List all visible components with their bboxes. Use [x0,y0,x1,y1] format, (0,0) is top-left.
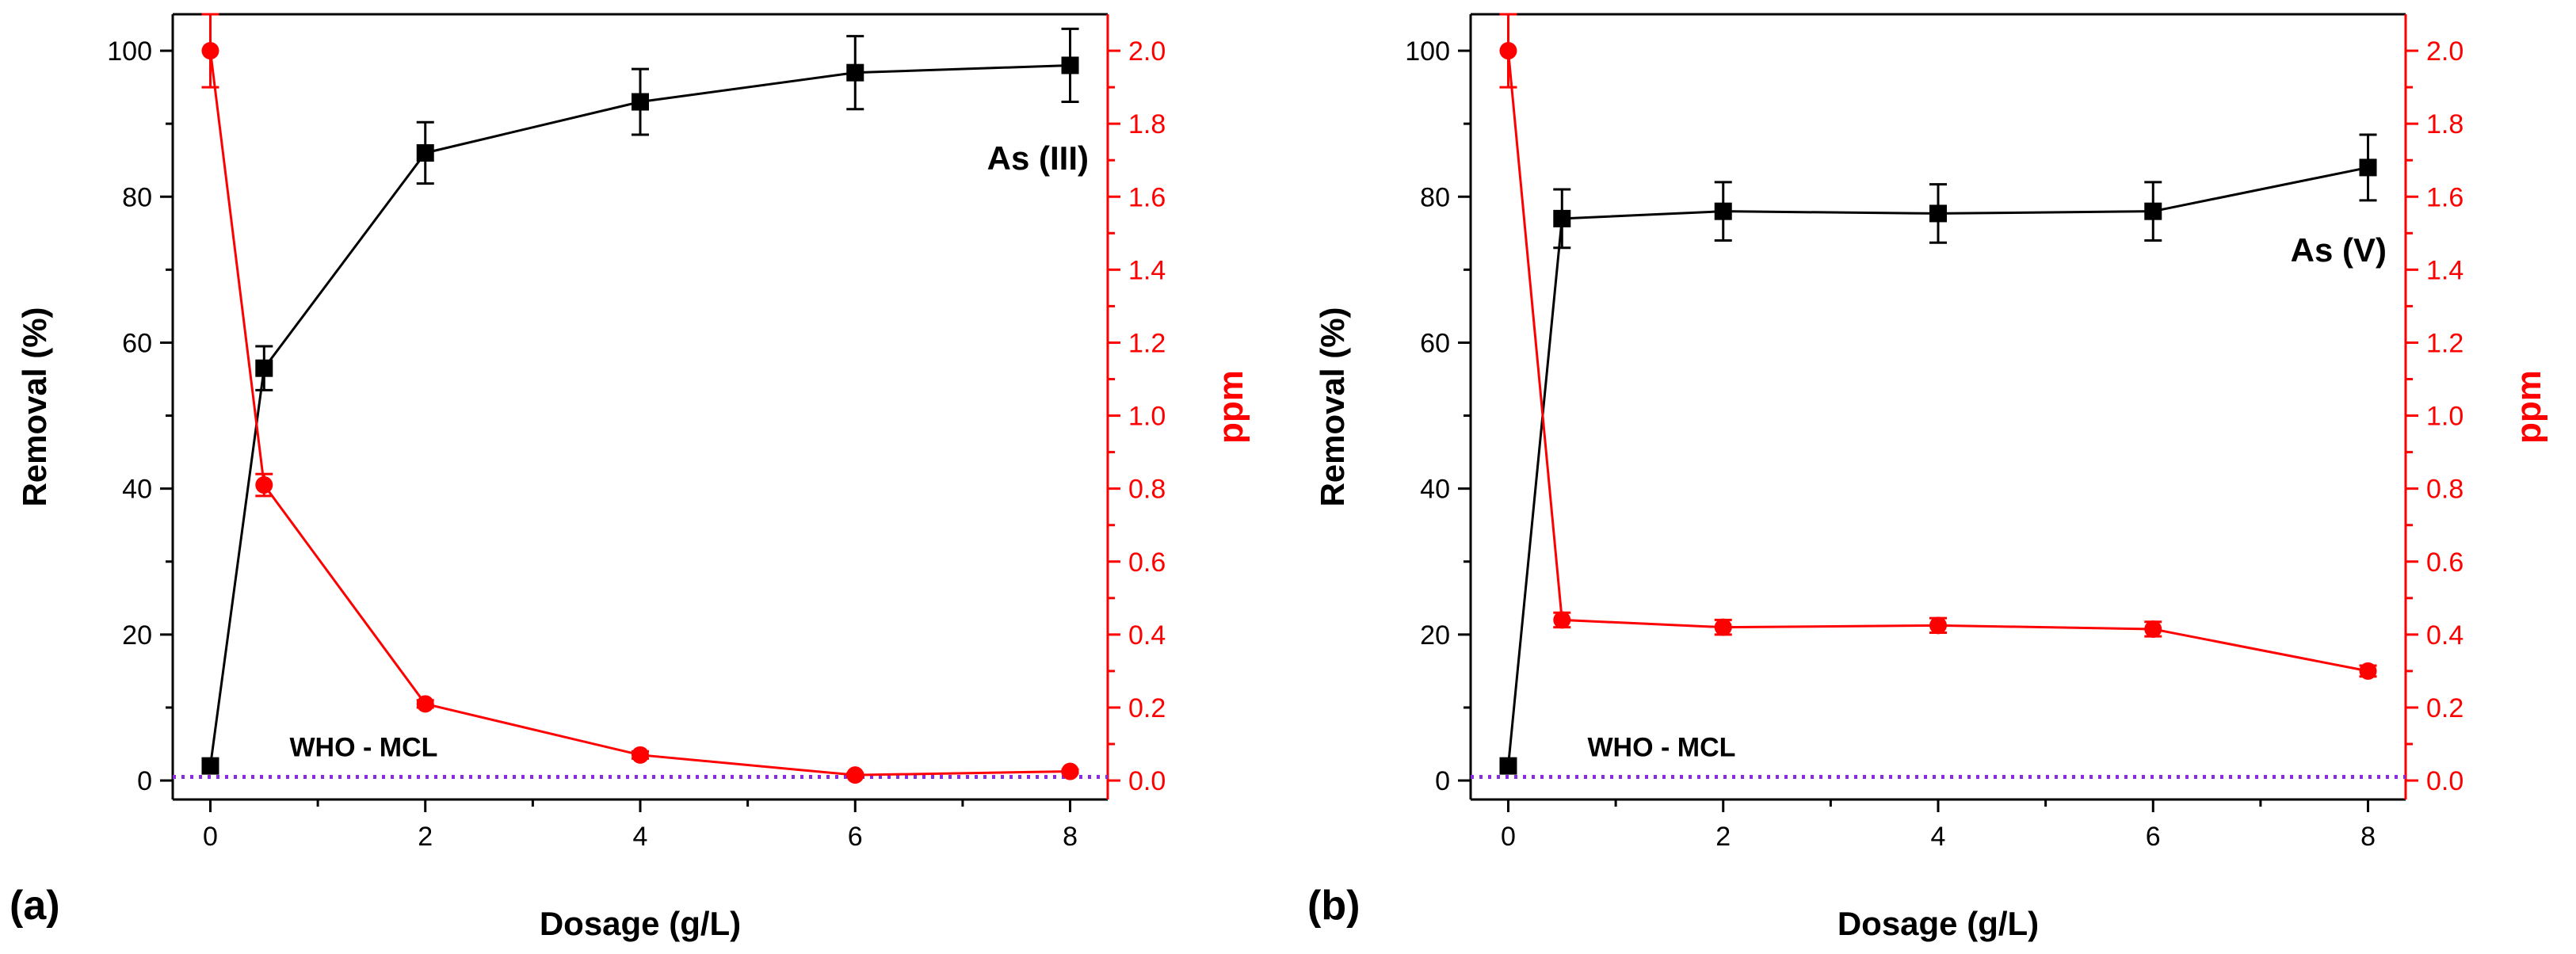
y-right-tick-label: 1.8 [2426,109,2463,139]
y-right-tick-label: 0.0 [2426,766,2463,796]
y-right-tick-label: 1.4 [1128,255,1166,285]
y-left-tick-label: 100 [1405,36,1450,67]
data-point [2144,202,2162,220]
y-left-tick-label: 60 [1420,328,1450,358]
y-right-tick-label: 1.2 [1128,328,1166,358]
y-right-tick-label: 0.4 [2426,620,2463,651]
data-point [1929,616,1947,635]
data-point [1061,56,1079,74]
y-left-tick-label: 100 [107,36,152,67]
x-tick-label: 0 [1501,822,1516,852]
ppm-series [201,13,1079,784]
y-right-tick-label: 1.8 [1128,109,1166,139]
panel-label: (b) [1307,883,1360,929]
x-tick-label: 4 [1931,822,1946,852]
x-tick-label: 0 [203,822,218,852]
y-left-tick-label: 80 [1420,182,1450,212]
y-right-tick-label: 0.0 [1128,766,1166,796]
y-right-tick-label: 1.0 [1128,402,1166,432]
species-annotation: As (III) [987,139,1089,177]
data-point [1061,762,1079,780]
series-line [208,50,1070,777]
x-tick-label: 6 [848,822,863,852]
x-tick-label: 4 [633,822,648,852]
x-tick-label: 8 [2360,822,2376,852]
y-left-tick-label: 80 [122,182,152,212]
y-right-tick-label: 2.0 [2426,36,2463,67]
y-right-tick-label: 2.0 [1128,36,1166,67]
data-point [1714,202,1732,220]
y-left-tick-label: 0 [1435,766,1450,796]
ppm-series [1499,13,2377,680]
y-right-tick-label: 0.8 [1128,475,1166,505]
y-left-axis-title: Removal (%) [1314,307,1351,506]
x-axis-title: Dosage (g/L) [540,905,741,942]
data-point [1929,204,1947,223]
y-right-tick-label: 1.6 [2426,182,2463,212]
y-right-axis-title: ppm [2509,370,2548,444]
y-left-tick-label: 40 [122,475,152,505]
data-point [255,359,273,377]
series-line [1506,50,2368,673]
y-right-tick-label: 1.0 [2426,402,2463,432]
y-left-tick-label: 40 [1420,475,1450,505]
data-point [1499,757,1517,775]
data-point [201,42,219,60]
data-point [2359,158,2377,177]
chart-panel-2: 0 2 4 6 80204060801000.00.20.40.60.81.01.21.… [1307,13,2548,942]
data-point [1553,611,1571,629]
y-left-axis-title: Removal (%) [16,307,53,506]
y-right-tick-label: 0.2 [2426,693,2463,723]
mcl-label: WHO - MCL [289,732,437,762]
y-right-tick-label: 1.2 [2426,328,2463,358]
y-right-tick-label: 0.8 [2426,475,2463,505]
species-annotation: As (V) [2291,231,2387,269]
data-point [846,766,864,784]
y-left-tick-label: 0 [137,766,152,796]
y-left-tick-label: 20 [122,620,152,651]
y-right-tick-label: 0.4 [1128,620,1166,651]
y-right-tick-label: 0.6 [1128,548,1166,578]
y-right-tick-label: 0.2 [1128,693,1166,723]
mcl-label: WHO - MCL [1587,732,1735,762]
x-tick-label: 2 [1715,822,1731,852]
removal-series [201,27,1079,775]
y-right-axis-title: ppm [1212,370,1250,444]
data-point [2359,662,2377,680]
data-point [2144,620,2162,638]
data-point [201,757,219,775]
chart-panel-1: 0 2 4 6 80204060801000.00.20.40.60.81.01.21.… [10,13,1250,942]
data-point [255,476,273,494]
removal-series [1499,133,2377,775]
y-right-tick-label: 1.4 [2426,255,2463,285]
x-axis-title: Dosage (g/L) [1838,905,2039,942]
x-tick-label: 2 [418,822,433,852]
data-point [632,93,649,111]
x-tick-label: 6 [2146,822,2161,852]
data-point [416,695,434,713]
y-left-tick-label: 60 [122,328,152,358]
y-left-tick-label: 20 [1420,620,1450,651]
x-tick-label: 8 [1063,822,1078,852]
data-point [1553,209,1571,227]
series-line [208,63,1070,766]
data-point [416,143,434,162]
data-point [632,746,649,764]
y-right-tick-label: 0.6 [2426,548,2463,578]
y-right-tick-label: 1.6 [1128,182,1166,212]
data-point [1499,42,1517,60]
series-line [1506,166,2368,766]
data-point [1714,618,1732,636]
data-point [846,63,864,82]
panel-label: (a) [10,883,60,929]
